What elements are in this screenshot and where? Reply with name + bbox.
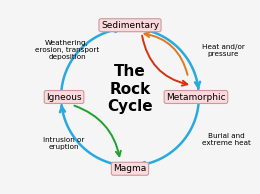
Text: Heat and/or
pressure: Heat and/or pressure <box>202 44 245 57</box>
Text: Igneous: Igneous <box>46 93 82 101</box>
Text: Intrusion or
eruption: Intrusion or eruption <box>43 137 84 150</box>
Text: Weathering,
erosion, transport
deposition: Weathering, erosion, transport depositio… <box>35 40 99 61</box>
Text: Sedimentary: Sedimentary <box>101 21 159 30</box>
Text: Magma: Magma <box>113 164 147 173</box>
Text: Metamorphic: Metamorphic <box>166 93 226 101</box>
Text: The
Rock
Cycle: The Rock Cycle <box>107 64 153 114</box>
Text: Burial and
extreme heat: Burial and extreme heat <box>202 133 251 146</box>
